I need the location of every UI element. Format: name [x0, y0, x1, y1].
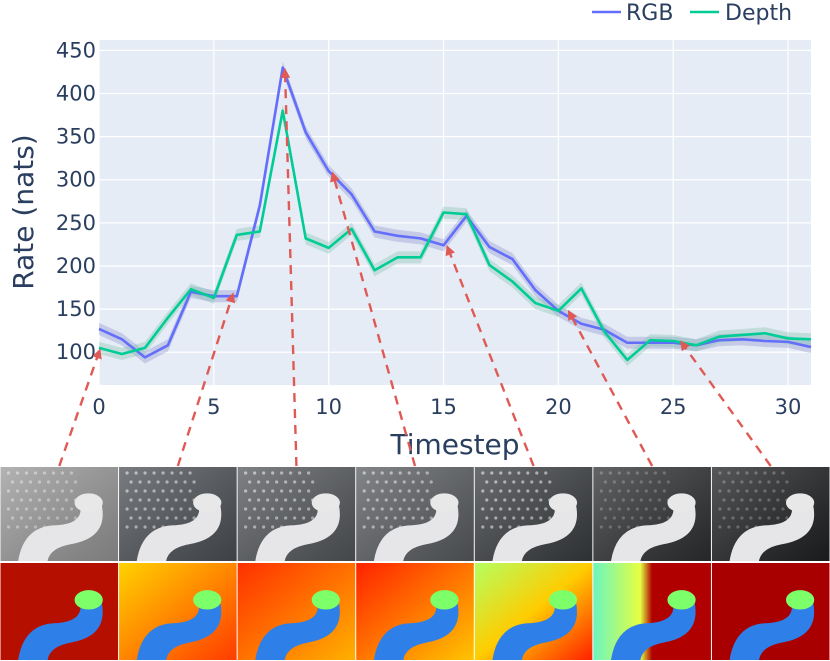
depth-frame-4	[474, 563, 593, 660]
x-tick-label: 0	[92, 395, 105, 419]
rgb-frame-4	[474, 467, 593, 561]
y-axis-title: Rate (nats)	[7, 134, 40, 289]
depth-frame-3	[356, 563, 474, 660]
annotation-arrow-1	[176, 292, 236, 467]
robot-gripper-shape	[74, 493, 103, 513]
depth-frame-2	[237, 563, 356, 660]
robot-arm-shape	[729, 504, 815, 561]
x-tick-label: 5	[207, 395, 220, 419]
robot-gripper-shape	[548, 590, 578, 610]
robot-gripper-shape	[548, 493, 578, 513]
annotation-arrows	[58, 67, 772, 467]
x-tick-label: 20	[545, 395, 572, 419]
annotation-arrow-4	[445, 245, 535, 467]
y-tick-label: 200	[56, 254, 96, 278]
y-tick-label: 400	[56, 81, 96, 105]
robot-gripper-shape	[193, 493, 222, 513]
robot-arm-shape	[492, 601, 578, 660]
series-lines	[98, 66, 812, 362]
rgb-frame-6	[711, 467, 830, 561]
x-axis-title: Timestep	[389, 428, 519, 461]
x-tick-label: 15	[430, 395, 457, 419]
robot-gripper-shape	[667, 590, 696, 610]
x-tick-label: 10	[315, 395, 342, 419]
annotation-arrow-2	[280, 67, 298, 467]
robot-arm-shape	[729, 601, 815, 660]
robot-arm-shape	[373, 601, 459, 660]
rgb-frame-5	[593, 467, 711, 561]
annotation-arrow-5	[567, 309, 654, 467]
depth-frame-6	[711, 563, 830, 660]
y-tick-label: 150	[56, 297, 96, 321]
depth-frame-1	[119, 563, 237, 660]
x-tick-label: 25	[660, 395, 687, 419]
robot-gripper-shape	[667, 493, 696, 513]
robot-gripper-shape	[311, 590, 340, 610]
robot-gripper-shape	[74, 590, 103, 610]
depth-frame-0	[0, 563, 119, 660]
robot-arm-shape	[18, 504, 103, 561]
legend-label-depth: Depth	[725, 1, 792, 26]
robot-gripper-shape	[193, 590, 222, 610]
robot-gripper-shape	[785, 590, 815, 610]
y-tick-label: 250	[56, 211, 96, 235]
rgb-frame-1	[119, 467, 237, 561]
y-tick-label: 100	[56, 340, 96, 364]
x-tick-label: 30	[775, 395, 802, 419]
rgb-frame-3	[356, 467, 474, 561]
robot-arm-shape	[610, 504, 696, 561]
y-tick-label: 350	[56, 125, 96, 149]
x-axis-ticks: 0 5 10 15 20 25 30	[92, 395, 801, 419]
rgb-frame-0	[0, 467, 119, 561]
robot-arm-shape	[610, 601, 696, 660]
robot-arm-shape	[492, 504, 578, 561]
rgb-frame-2	[237, 467, 356, 561]
y-tick-label: 450	[56, 38, 96, 62]
depth-frame-5	[593, 563, 711, 660]
robot-gripper-shape	[430, 590, 459, 610]
annotation-arrow-0	[58, 348, 102, 467]
y-tick-label: 300	[56, 168, 96, 192]
robot-arm-shape	[18, 601, 103, 660]
line-depth	[98, 109, 812, 362]
robot-gripper-shape	[785, 493, 815, 513]
robot-arm-shape	[255, 504, 340, 561]
annotation-arrow-3	[330, 171, 417, 467]
legend[interactable]: RGB Depth	[592, 1, 792, 26]
robot-arm-shape	[255, 601, 340, 660]
robot-arm-shape	[136, 601, 222, 660]
robot-gripper-shape	[430, 493, 459, 513]
legend-label-rgb: RGB	[626, 1, 673, 26]
frame-strips	[0, 467, 830, 660]
robot-gripper-shape	[311, 493, 340, 513]
y-axis-ticks: 100 150 200 250 300 350 400 450	[56, 38, 96, 364]
robot-arm-shape	[136, 504, 222, 561]
robot-arm-shape	[373, 504, 459, 561]
